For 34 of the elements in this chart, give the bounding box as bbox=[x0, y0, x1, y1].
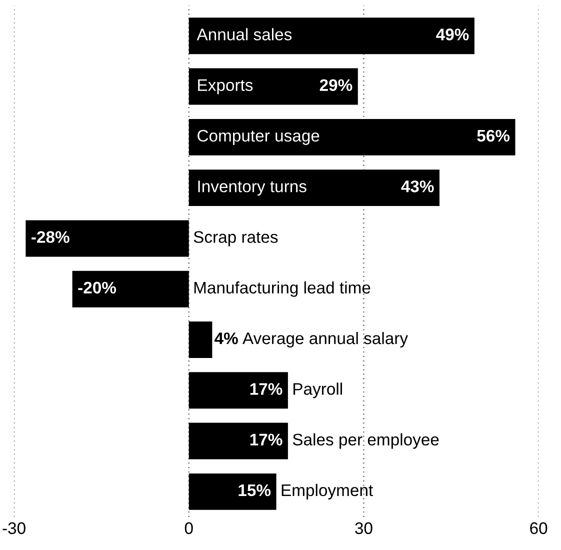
data-label: 49% bbox=[436, 28, 469, 40]
bar bbox=[188, 170, 440, 206]
y-tick-label: Inventory turns bbox=[198, 180, 306, 196]
data-label: -28% bbox=[32, 231, 70, 243]
y-tick-label: Payroll bbox=[294, 382, 342, 398]
y-tick-label: Average annual salary bbox=[242, 332, 408, 348]
data-label: 29% bbox=[320, 79, 352, 92]
x-tick-label: 60 bbox=[530, 522, 548, 534]
x-tick-label: -30 bbox=[2, 522, 26, 534]
x-tick-label: 0 bbox=[184, 522, 193, 534]
data-label: 15% bbox=[238, 484, 271, 496]
bar bbox=[26, 220, 189, 257]
bar bbox=[188, 68, 358, 105]
x-tick-label: 30 bbox=[355, 522, 372, 534]
bar bbox=[188, 473, 276, 510]
data-label: 4% bbox=[214, 332, 238, 344]
data-label: 56% bbox=[477, 130, 510, 142]
data-label: 43% bbox=[401, 180, 434, 192]
bar bbox=[188, 118, 516, 156]
y-tick-label: Exports bbox=[198, 79, 253, 94]
bar bbox=[72, 270, 189, 308]
bar bbox=[188, 18, 474, 54]
y-tick-label: Computer usage bbox=[198, 130, 320, 145]
y-tick-label: Annual sales bbox=[196, 28, 292, 40]
y-tick-label: Sales per employee bbox=[292, 433, 439, 449]
y-tick-label: Employment bbox=[282, 484, 373, 500]
bar bbox=[188, 372, 288, 409]
bar bbox=[188, 322, 212, 358]
y-tick-label: Scrap rates bbox=[194, 231, 278, 246]
bar bbox=[188, 422, 288, 460]
data-label: 17% bbox=[250, 434, 282, 446]
data-label: -20% bbox=[78, 282, 116, 294]
data-label: 17% bbox=[250, 383, 282, 395]
y-tick-label: Manufacturing lead time bbox=[194, 281, 370, 297]
